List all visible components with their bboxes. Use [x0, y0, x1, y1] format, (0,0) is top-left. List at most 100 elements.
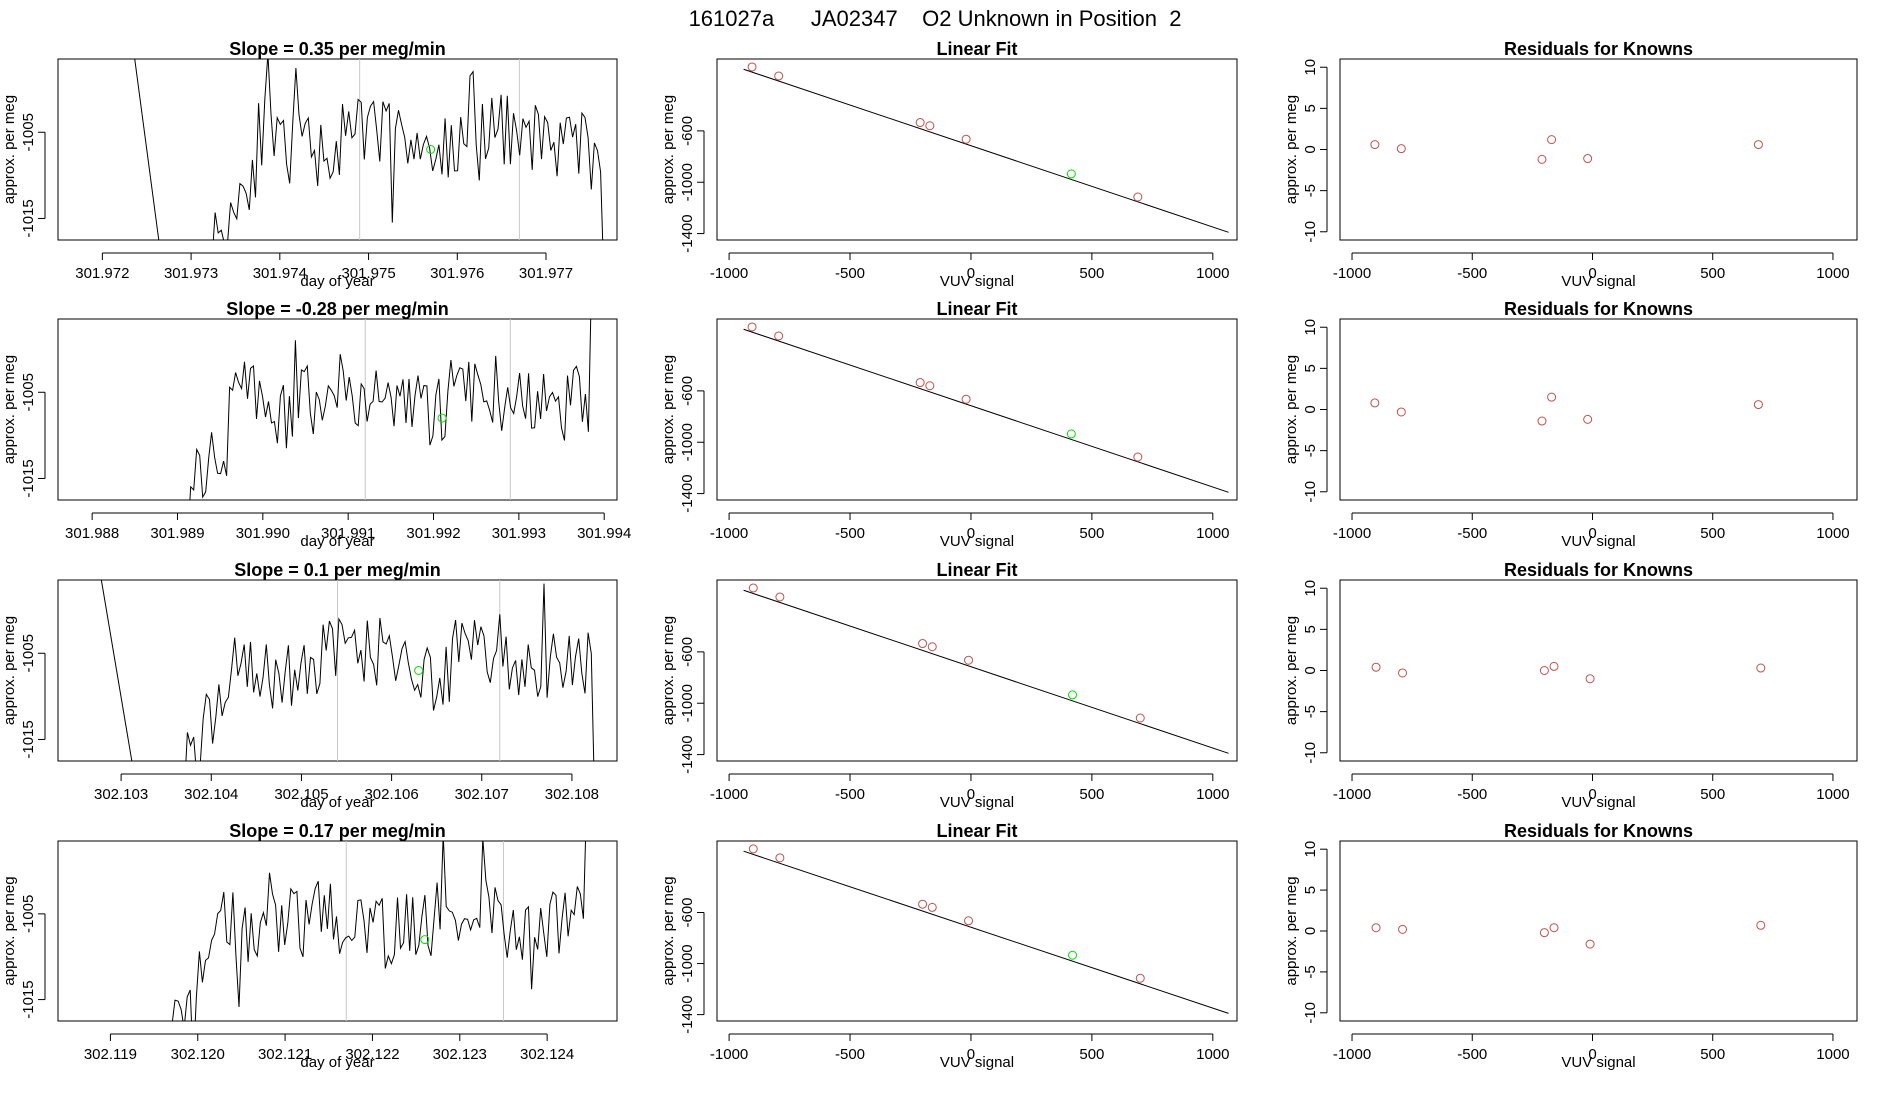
known-point	[961, 134, 971, 144]
plot-area	[100, 580, 595, 761]
y-axis-label: approx. per meg	[660, 95, 677, 204]
y-tick-label: -1400	[679, 214, 696, 252]
y-tick-label: 5	[1302, 364, 1319, 372]
y-tick-label: -10	[1302, 742, 1319, 764]
x-tick-label: 0	[967, 265, 975, 282]
y-tick-label: -1400	[679, 995, 696, 1033]
x-tick-label: -1000	[710, 786, 748, 803]
y-tick-label: -600	[679, 637, 696, 667]
x-tick-label: 0	[1588, 1046, 1596, 1063]
known-point	[927, 902, 937, 912]
known-point	[915, 118, 925, 128]
x-axis-label: day of year	[300, 794, 374, 811]
residual-point	[1371, 662, 1381, 672]
panel-residuals-row-2: Residuals for Knowns -1000 -500 0 500 1000 VUV…	[1283, 299, 1858, 550]
series-line	[100, 580, 133, 761]
x-tick-label: -500	[835, 1046, 865, 1063]
x-tick-label: 0	[1588, 525, 1596, 542]
residual-point	[1585, 939, 1595, 949]
y-tick-label: 10	[1302, 319, 1319, 336]
plot-area	[1371, 920, 1766, 949]
y-tick-label: 10	[1302, 580, 1319, 597]
residual-point	[1756, 920, 1766, 930]
y-tick-label: -5	[1302, 705, 1319, 718]
x-tick-label: 301.976	[430, 265, 484, 282]
x-tick-label: 1000	[1196, 265, 1229, 282]
plot-frame	[1339, 579, 1858, 762]
y-tick-label: -10	[1302, 1002, 1319, 1024]
known-point	[1133, 452, 1143, 462]
known-point	[1133, 192, 1143, 202]
series-line	[134, 59, 160, 240]
y-tick-label: 5	[1302, 886, 1319, 894]
x-tick-label: 302.119	[84, 1046, 137, 1063]
x-tick-label: 500	[1079, 786, 1104, 803]
plot-frame	[57, 840, 618, 1022]
x-tick-label: -1000	[710, 265, 748, 282]
y-tick-label: 10	[1302, 59, 1319, 76]
x-tick-label: -1000	[1333, 1046, 1371, 1063]
plot-frame	[716, 579, 1238, 762]
known-point	[925, 381, 935, 391]
panel-time-series-row-3: Slope = 0.1 per meg/min 302.103 302.104 302…	[1, 560, 618, 811]
x-tick-label: 302.107	[455, 786, 509, 803]
unknown-point	[1068, 690, 1078, 700]
plot-area	[189, 319, 592, 500]
plot-frame	[716, 58, 1238, 241]
residual-point	[1537, 154, 1547, 164]
y-axis-label: approx. per meg	[1, 616, 18, 725]
x-tick-label: 500	[1700, 265, 1725, 282]
residual-point	[1753, 400, 1763, 410]
residual-point	[1371, 923, 1381, 933]
residual-point	[1549, 661, 1559, 671]
x-tick-label: 301.993	[492, 525, 546, 542]
panel-linear-fit-row-1: Linear Fit -1000 -500 0 500 1000 VUV signal -60…	[660, 39, 1238, 290]
y-tick-label: 5	[1302, 625, 1319, 633]
x-tick-label: 0	[967, 786, 975, 803]
x-tick-label: -500	[835, 265, 865, 282]
plot-area	[743, 844, 1229, 1014]
fit-line	[743, 328, 1229, 493]
x-tick-label: 500	[1079, 265, 1104, 282]
x-tick-label: 301.994	[577, 525, 631, 542]
x-tick-label: 301.989	[150, 525, 204, 542]
x-axis-label: VUV signal	[1561, 1054, 1635, 1071]
x-tick-label: 0	[967, 1046, 975, 1063]
plot-area	[134, 59, 604, 240]
y-tick-label: -1005	[20, 634, 37, 672]
x-tick-label: 302.121	[258, 1046, 312, 1063]
y-tick-label: -1000	[679, 684, 696, 722]
y-tick-label: -10	[1302, 481, 1319, 503]
plot-frame	[716, 318, 1238, 501]
x-tick-label: 302.123	[433, 1046, 487, 1063]
plot-area	[1370, 135, 1763, 164]
x-axis-label: VUV signal	[1561, 273, 1635, 290]
y-tick-label: 0	[1302, 405, 1319, 413]
known-point	[961, 394, 971, 404]
x-tick-label: 1000	[1816, 265, 1849, 282]
y-tick-label: -1015	[20, 980, 37, 1018]
x-tick-label: 1000	[1196, 1046, 1229, 1063]
x-tick-label: 1000	[1816, 786, 1849, 803]
x-tick-label: 1000	[1196, 786, 1229, 803]
known-point	[964, 916, 974, 926]
x-axis-label: VUV signal	[940, 533, 1014, 550]
x-axis-label: day of year	[300, 533, 374, 550]
x-tick-label: 302.106	[364, 786, 418, 803]
x-tick-label: 301.990	[236, 525, 290, 542]
y-tick-label: 0	[1302, 927, 1319, 935]
x-axis-label: day of year	[300, 273, 374, 290]
x-tick-label: -1000	[710, 525, 748, 542]
y-tick-label: 5	[1302, 104, 1319, 112]
panel-title: Linear Fit	[936, 560, 1017, 580]
panel-linear-fit-row-3: Linear Fit -1000 -500 0 500 1000 VUV signal -60…	[660, 560, 1238, 811]
x-tick-label: 500	[1079, 525, 1104, 542]
unknown-point	[1066, 169, 1076, 179]
x-tick-label: 301.974	[253, 265, 307, 282]
y-axis-label: approx. per meg	[1283, 616, 1300, 725]
plot-area	[1370, 392, 1763, 426]
residual-point	[1396, 407, 1406, 417]
x-tick-label: 302.108	[545, 786, 599, 803]
residual-point	[1537, 416, 1547, 426]
known-point	[774, 71, 784, 81]
